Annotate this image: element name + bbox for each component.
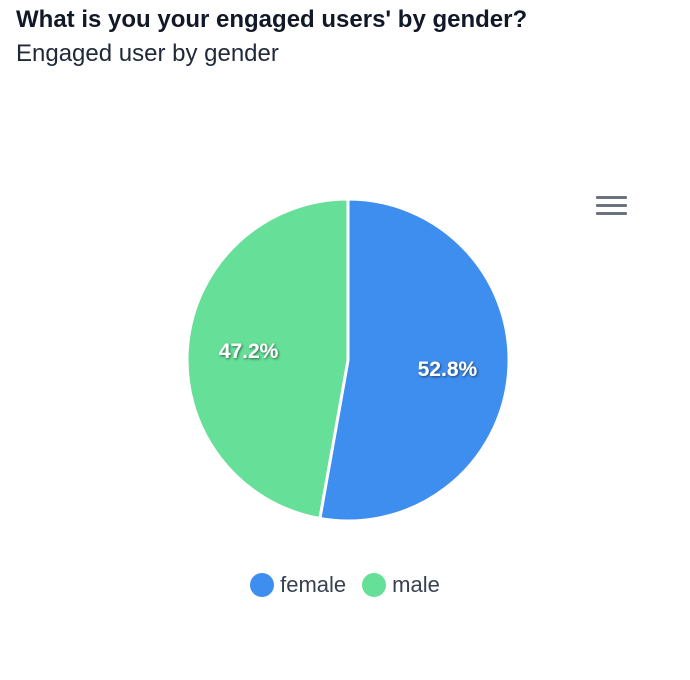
data-label-male: 47.2% (219, 340, 279, 363)
hamburger-menu-icon[interactable] (592, 190, 630, 222)
pie-slice-male[interactable] (185, 197, 350, 521)
legend-label-male: male (392, 572, 440, 597)
chart-subtitle: Engaged user by gender (16, 40, 279, 67)
pie-slice-female[interactable] (318, 197, 511, 523)
legend-item-female[interactable]: female (250, 572, 346, 598)
legend: female male (0, 572, 690, 598)
legend-swatch-female (250, 573, 275, 597)
legend-label-female: female (280, 572, 347, 597)
chart-title: What is you your engaged users' by gende… (16, 6, 528, 33)
menu-line (596, 212, 627, 215)
legend-swatch-male (362, 573, 387, 597)
legend-item-male[interactable]: male (362, 572, 440, 598)
menu-line (596, 204, 627, 207)
pie-data-labels: 52.8% 47.2% (219, 340, 478, 381)
pie-slices (185, 197, 511, 523)
menu-line (596, 196, 627, 199)
data-label-female: 52.8% (418, 358, 478, 381)
